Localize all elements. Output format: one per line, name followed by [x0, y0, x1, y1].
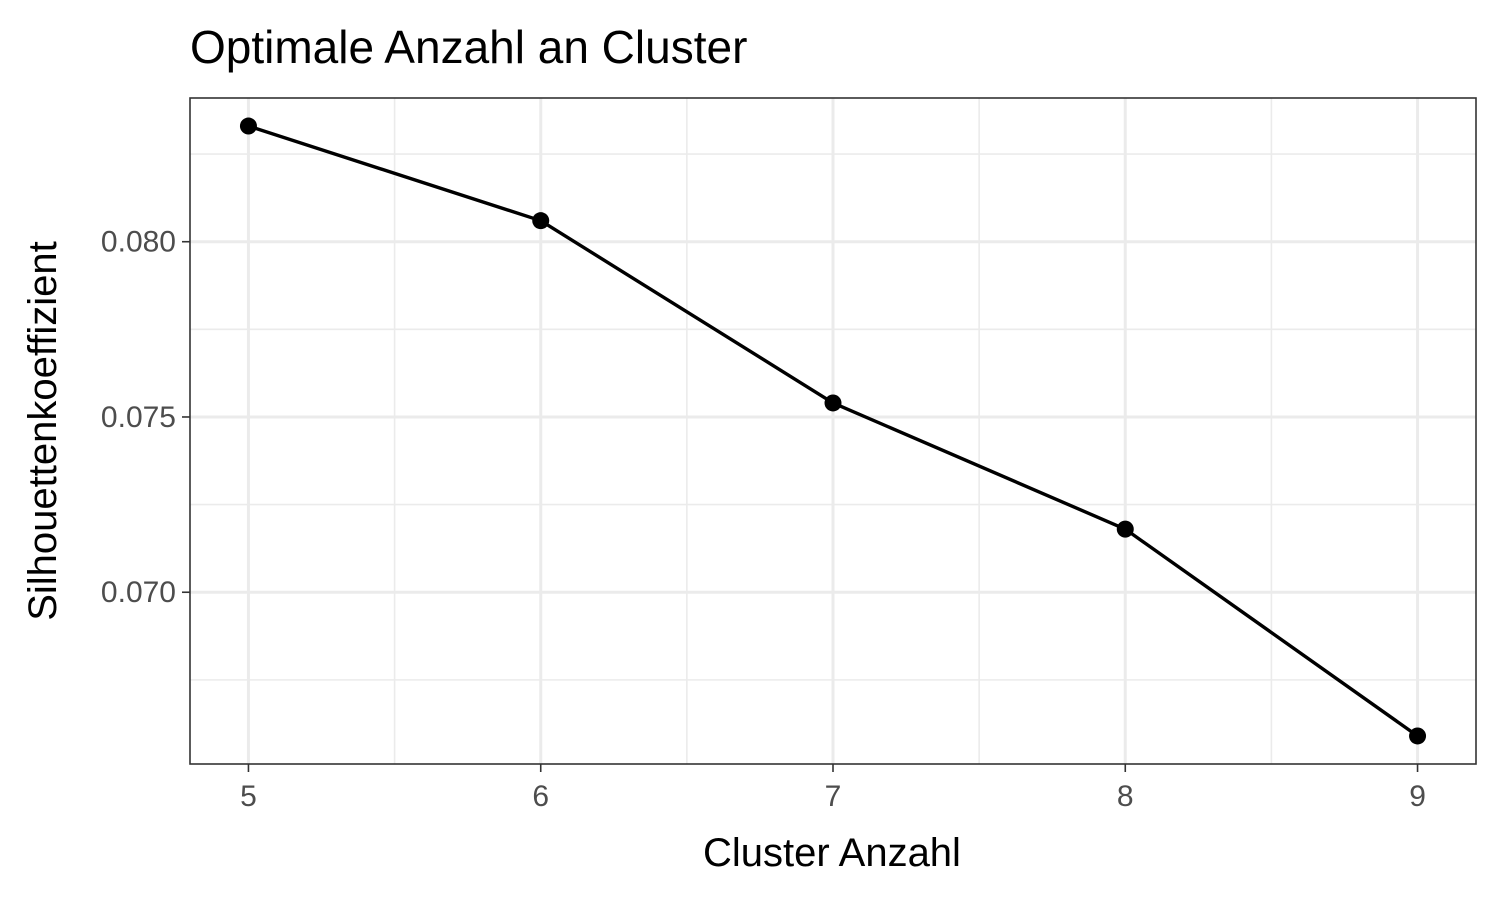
- data-point-0-0: [239, 117, 257, 135]
- y-tick-label-2: 0.080: [101, 226, 176, 259]
- plot-panel: [189, 97, 1477, 765]
- y-tick-label-1: 0.075: [101, 401, 176, 434]
- major-gridlines: [190, 98, 1476, 764]
- chart-title: Optimale Anzahl an Cluster: [190, 21, 747, 73]
- x-axis-title: Cluster Anzahl: [703, 831, 961, 875]
- y-axis: 0.070 0.075 0.080: [101, 226, 190, 609]
- x-tick-label-0: 5: [240, 780, 257, 813]
- data-series: [239, 117, 1427, 745]
- x-tick-label-2: 7: [825, 780, 842, 813]
- y-axis-title: Silhouettenkoeffizient: [21, 241, 65, 621]
- x-axis: 5 6 7 8 9: [240, 764, 1426, 813]
- x-tick-label-4: 9: [1409, 780, 1426, 813]
- x-tick-label-1: 6: [532, 780, 549, 813]
- x-tick-label-3: 8: [1117, 780, 1134, 813]
- y-tick-label-0: 0.070: [101, 576, 176, 609]
- data-point-0-4: [1409, 727, 1427, 745]
- data-point-0-3: [1116, 520, 1134, 538]
- data-point-0-2: [824, 394, 842, 412]
- data-point-0-1: [532, 212, 550, 230]
